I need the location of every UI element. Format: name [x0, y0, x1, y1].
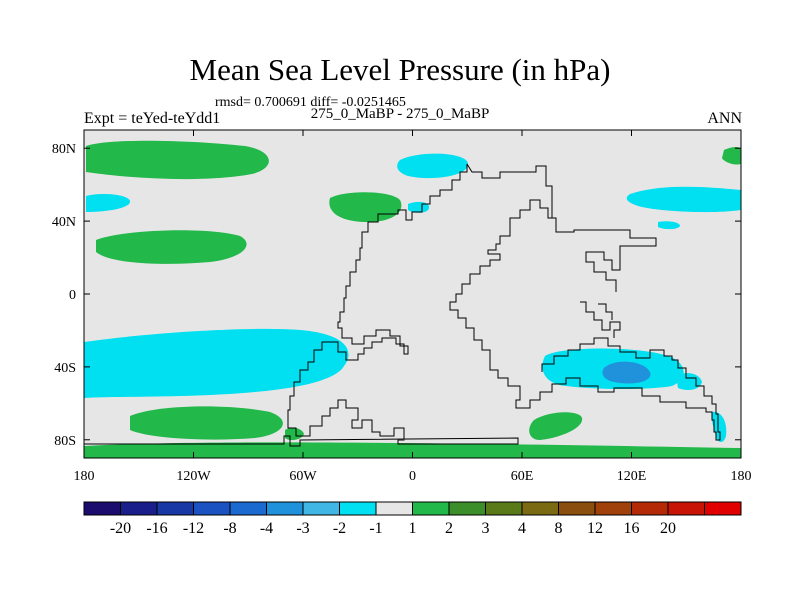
colorbar-label: 8 [555, 520, 563, 537]
coastline [84, 164, 519, 447]
colorbar-swatch [667, 501, 705, 516]
x-tick-label: 60E [511, 469, 534, 484]
contour-fills [84, 140, 741, 458]
colorbar-label: -12 [183, 520, 204, 537]
positive-anomaly-region [529, 412, 583, 440]
colorbar-swatch [339, 501, 377, 516]
colorbar-swatch [631, 501, 669, 516]
colorbar-label: 4 [518, 520, 526, 537]
colorbar-swatch [193, 501, 231, 516]
negative-anomaly-region [658, 221, 680, 230]
colorbar-label: 12 [587, 520, 603, 537]
experiment-label: Expt = teYed-teYdd1 [84, 110, 221, 127]
colorbar-swatch [302, 501, 340, 516]
colorbar-label: 1 [409, 520, 417, 537]
positive-anomaly-region [722, 147, 741, 165]
coastline [466, 163, 657, 292]
negative-anomaly-region [626, 186, 741, 213]
colorbar-swatch [120, 501, 158, 516]
colorbar-label: -20 [110, 520, 131, 537]
positive-anomaly-region [130, 406, 283, 440]
negative-anomaly-region [84, 328, 349, 398]
x-tick-label: 120W [176, 469, 211, 484]
negative-anomaly-region [408, 201, 430, 213]
colorbar-swatch [594, 501, 632, 516]
y-tick-label: 0 [69, 288, 76, 303]
colorbar-label: -3 [296, 520, 309, 537]
colorbar-label: 20 [660, 520, 676, 537]
colorbar-swatch [485, 501, 523, 516]
map-background [84, 130, 741, 458]
coastline [598, 303, 613, 320]
negative-anomaly-core [602, 361, 651, 384]
colorbar-swatch [266, 501, 304, 516]
subtitle: 275_0_MaBP - 275_0_MaBP [310, 106, 490, 122]
positive-anomaly-region [86, 140, 269, 180]
y-tick-label: 40S [54, 361, 76, 376]
colorbar-label: 16 [624, 520, 640, 537]
colorbar-swatch [229, 501, 267, 516]
colorbar-swatch [704, 501, 742, 516]
negative-anomaly-region [86, 193, 131, 212]
x-tick-label: 180 [74, 469, 95, 484]
x-tick-label: 0 [409, 469, 416, 484]
colorbar-swatch [83, 501, 121, 516]
x-tick-label: 180 [731, 469, 752, 484]
colorbar-swatch [375, 501, 413, 516]
x-tick-label: 60W [289, 469, 317, 484]
colorbar-swatch [558, 501, 596, 516]
y-tick-label: 80N [52, 142, 76, 157]
y-tick-label: 40N [52, 215, 76, 230]
colorbar-swatch [156, 501, 194, 516]
coastline [449, 199, 721, 441]
stats-text: rmsd= 0.700691 diff= -0.0251465 [215, 95, 406, 110]
coastline [580, 301, 621, 338]
colorbar-label: -16 [146, 520, 167, 537]
colorbar-label: 3 [482, 520, 490, 537]
negative-anomaly-region [397, 153, 469, 179]
season-label: ANN [707, 110, 742, 127]
colorbar-label: -8 [223, 520, 236, 537]
colorbar-swatch [412, 501, 450, 516]
negative-anomaly-region [711, 411, 727, 442]
colorbar-swatch [448, 501, 486, 516]
axis-ticks: 180 120W 60W 0 60E 120E 180 80N 40N 0 40S 80S [52, 130, 752, 484]
colorbar-label: -2 [333, 520, 346, 537]
colorbar-label: -1 [369, 520, 382, 537]
colorbar-label: 2 [445, 520, 453, 537]
colorbar: -20 -16 -12 -8 -4 -3 -2 -1 1 2 3 4 8 12 16 20 [83, 501, 742, 537]
positive-anomaly-region [329, 192, 402, 222]
colorbar-label: -4 [260, 520, 273, 537]
positive-anomaly-region [84, 442, 741, 458]
x-tick-label: 120E [617, 469, 647, 484]
positive-anomaly-region [96, 230, 247, 264]
y-tick-label: 80S [54, 434, 76, 449]
colorbar-swatch [521, 501, 559, 516]
chart-title: Mean Sea Level Pressure (in hPa) [189, 52, 611, 87]
